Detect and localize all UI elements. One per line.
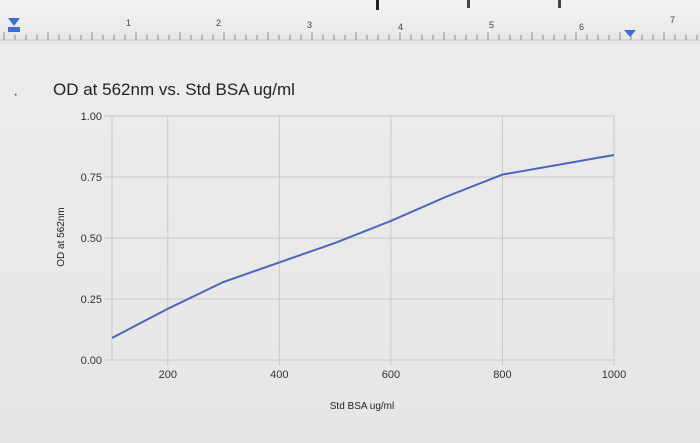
chart-grid [104,115,615,366]
tab-stop-marker[interactable] [376,0,379,10]
left-margin-marker-icon[interactable] [8,27,20,32]
document-ruler[interactable]: 1 2 3 4 5 6 7 [0,0,700,44]
x-axis-ticks: 200 400 600 800 1000 [159,369,627,381]
y-tick-label: 0.75 [81,172,102,184]
chart-title: OD at 562nm vs. Std BSA ug/ml [53,80,295,99]
x-tick-label: 600 [382,369,400,381]
ruler-number-2: 2 [216,18,221,28]
x-tick-label: 200 [159,369,177,381]
ruler-number-3: 3 [307,20,312,30]
document-page[interactable]: · OD at 562nm vs. Std BSA ug/ml 0.00 0.25… [0,44,700,443]
x-axis-label: Std BSA ug/ml [330,401,394,412]
series-line [111,154,615,339]
x-tick-label: 400 [270,369,288,381]
ruler-number-6: 6 [579,22,584,32]
y-tick-label: 0.00 [81,355,102,367]
right-indent-marker-icon[interactable] [624,30,636,37]
ruler-number-4: 4 [398,22,403,32]
left-indent-marker-icon[interactable] [8,18,20,26]
y-tick-label: 0.50 [81,233,102,245]
tab-stop-marker[interactable] [558,0,561,8]
y-tick-label: 1.00 [81,111,102,123]
tab-stop-marker[interactable] [467,0,470,8]
ruler-number-7: 7 [670,15,675,25]
bullet-mark: · [13,86,18,103]
ruler-number-1: 1 [126,18,131,28]
ruler-graphic: 1 2 3 4 5 6 7 [0,0,700,41]
y-tick-label: 0.25 [81,294,102,306]
y-axis-ticks: 0.00 0.25 0.50 0.75 1.00 [81,111,102,367]
x-tick-label: 1000 [602,369,626,381]
line-chart: · OD at 562nm vs. Std BSA ug/ml 0.00 0.25… [13,80,627,412]
y-axis-label: OD at 562nm [56,207,67,266]
ruler-ticks [3,32,698,40]
x-tick-label: 800 [493,369,511,381]
ruler-number-5: 5 [489,20,494,30]
chart-series [111,154,615,339]
